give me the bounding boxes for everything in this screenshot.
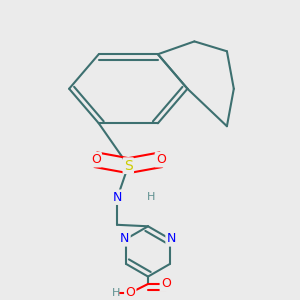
Text: H: H: [147, 192, 155, 202]
Text: O: O: [161, 278, 171, 290]
Text: O: O: [125, 286, 135, 299]
Text: H: H: [112, 288, 120, 298]
Text: N: N: [167, 232, 176, 245]
Text: N: N: [120, 232, 130, 245]
Text: O: O: [91, 153, 101, 166]
Text: N: N: [113, 191, 122, 204]
Text: O: O: [156, 153, 166, 166]
Text: S: S: [124, 159, 133, 173]
